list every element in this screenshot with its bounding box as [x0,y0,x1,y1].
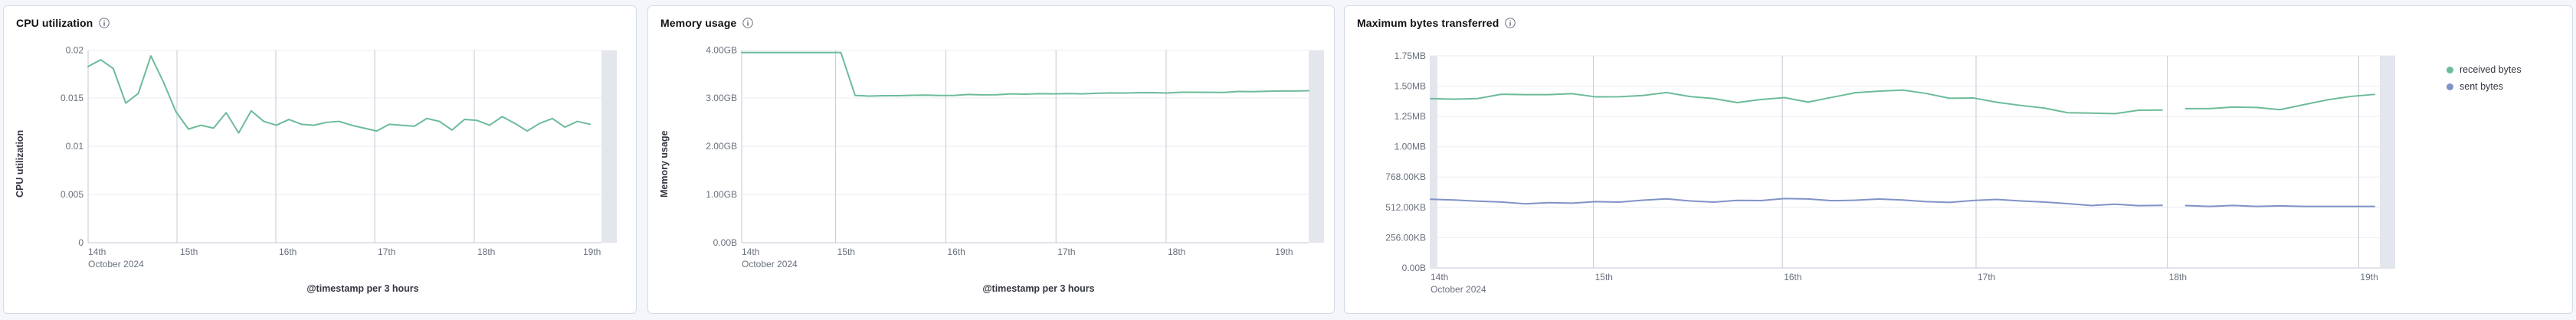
svg-text:14th: 14th [88,247,106,257]
svg-text:2.00GB: 2.00GB [706,141,737,152]
svg-text:19th: 19th [1275,247,1293,257]
svg-text:15th: 15th [1595,272,1613,282]
svg-text:19th: 19th [2360,272,2378,282]
svg-text:16th: 16th [1784,272,1801,282]
svg-text:0.015: 0.015 [61,93,84,103]
svg-text:1.25MB: 1.25MB [1395,111,1426,122]
svg-text:4.00GB: 4.00GB [706,45,737,56]
svg-text:0.00B: 0.00B [713,237,737,248]
svg-text:17th: 17th [378,247,395,257]
svg-text:256.00KB: 256.00KB [1385,232,1426,243]
svg-text:14th: 14th [742,247,759,257]
svg-text:512.00KB: 512.00KB [1385,202,1426,213]
svg-text:15th: 15th [180,247,198,257]
svg-text:17th: 17th [1057,247,1075,257]
svg-text:1.00GB: 1.00GB [706,189,737,200]
svg-text:18th: 18th [1168,247,1185,257]
svg-text:0.005: 0.005 [61,189,84,200]
svg-text:1.00MB: 1.00MB [1395,142,1426,152]
svg-text:16th: 16th [947,247,965,257]
svg-text:19th: 19th [583,247,601,257]
svg-text:0: 0 [78,237,84,248]
svg-text:October 2024: October 2024 [1431,284,1486,295]
svg-text:1.75MB: 1.75MB [1395,51,1426,61]
svg-text:18th: 18th [477,247,495,257]
svg-text:14th: 14th [1431,272,1448,282]
svg-text:October 2024: October 2024 [88,259,144,269]
svg-text:768.00KB: 768.00KB [1385,171,1426,182]
svg-text:17th: 17th [1978,272,1995,282]
svg-text:3.00GB: 3.00GB [706,93,737,103]
svg-text:18th: 18th [2169,272,2187,282]
svg-text:16th: 16th [279,247,297,257]
svg-text:October 2024: October 2024 [742,259,798,269]
svg-text:0.00B: 0.00B [1402,263,1426,273]
svg-text:0.02: 0.02 [66,45,84,56]
svg-text:0.01: 0.01 [66,141,84,152]
svg-text:15th: 15th [837,247,855,257]
svg-text:1.50MB: 1.50MB [1395,81,1426,92]
